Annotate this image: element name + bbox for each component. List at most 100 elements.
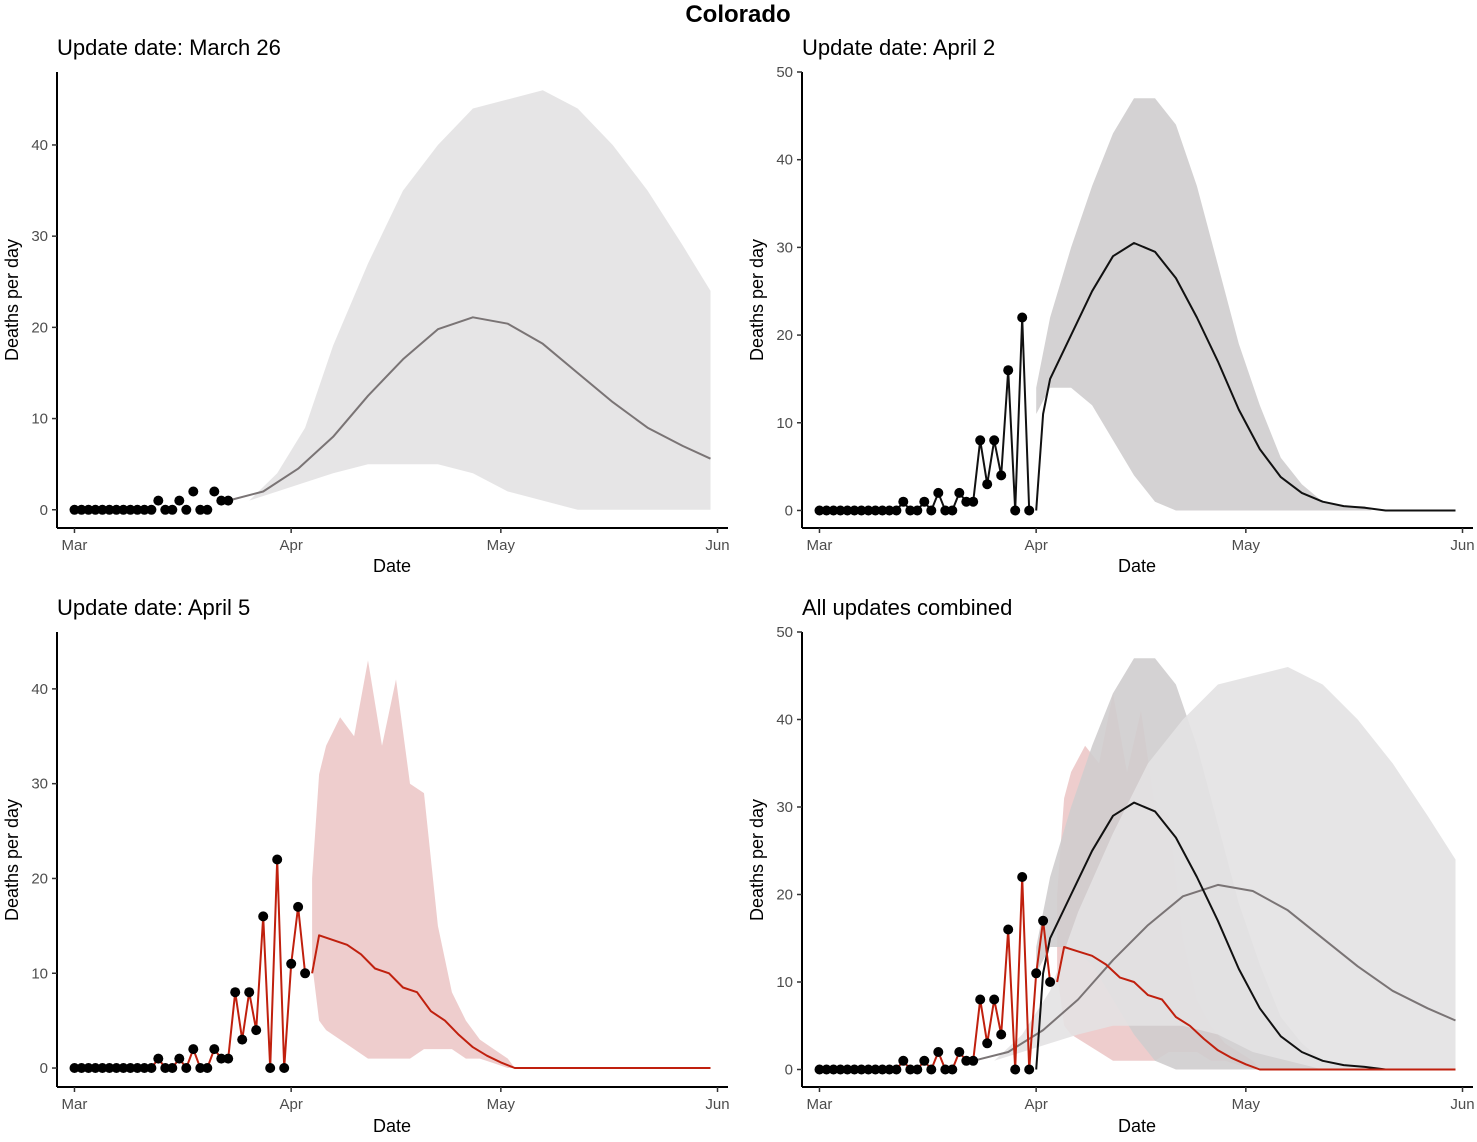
observed-point: [90, 504, 101, 515]
observed-point: [216, 1053, 227, 1064]
x-tick-label: Jun: [1450, 537, 1474, 554]
observed-point: [856, 1064, 867, 1075]
observed-line: [819, 317, 1031, 513]
y-tick-label: 50: [776, 624, 793, 641]
observed-line: [74, 859, 307, 1071]
observed-point: [975, 994, 986, 1005]
y-tick-label: 30: [31, 776, 48, 793]
x-axis-label: Date: [1118, 1116, 1156, 1136]
panel-title: Update date: April 2: [802, 35, 995, 60]
forecast-line-april5: [1056, 946, 1456, 1071]
observed-point: [870, 1064, 881, 1075]
observed-point: [125, 504, 136, 515]
observed-point: [1010, 505, 1021, 516]
observed-point: [1024, 1064, 1035, 1075]
observed-point: [1010, 1064, 1021, 1075]
observed-point: [905, 505, 916, 516]
observed-point: [982, 479, 993, 490]
observed-point: [954, 1047, 965, 1057]
forecast-line-april2: [1035, 242, 1456, 512]
observed-point: [195, 504, 206, 515]
observed-point: [926, 1064, 937, 1075]
observed-point: [251, 1025, 262, 1036]
observed-point: [968, 496, 979, 507]
forecast-band-march26: [228, 90, 711, 510]
panel-title: Update date: March 26: [57, 35, 281, 60]
x-tick-label: May: [1232, 1096, 1261, 1113]
observed-point: [153, 1053, 164, 1064]
observed-point: [279, 1063, 290, 1073]
observed-point: [842, 1064, 853, 1075]
observed-point: [160, 504, 171, 515]
observed-point: [132, 504, 143, 515]
y-tick-label: 50: [776, 64, 793, 81]
observed-point: [69, 504, 80, 515]
y-tick-label: 20: [31, 870, 48, 887]
y-tick-label: 30: [776, 799, 793, 816]
observed-point: [223, 495, 234, 506]
observed-point: [954, 487, 965, 498]
observed-point: [202, 1063, 213, 1073]
observed-point: [940, 505, 951, 516]
y-tick-label: 40: [31, 137, 48, 154]
y-tick-label: 30: [776, 239, 793, 256]
x-tick-label: Apr: [279, 1096, 302, 1113]
observed-point: [863, 1064, 874, 1075]
observed-point: [919, 496, 930, 507]
observed-point: [912, 1064, 923, 1075]
observed-point: [835, 505, 846, 516]
observed-point: [814, 505, 825, 516]
observed-point: [961, 1055, 972, 1066]
observed-point: [891, 505, 902, 516]
observed-point: [884, 1064, 895, 1075]
observed-point: [76, 1063, 87, 1073]
observed-point: [223, 1053, 234, 1064]
observed-point: [118, 504, 129, 515]
panel-april-2: Update date: April 2 0 10 20 30 40 50 Mar Apr Ma…: [747, 35, 1475, 576]
observed-point: [104, 1063, 115, 1073]
observed-point: [919, 1055, 930, 1066]
forecast-line-april2: [1035, 801, 1456, 1071]
y-tick-label: 10: [776, 415, 793, 432]
observed-point: [828, 1064, 839, 1075]
y-axis-label: Deaths per day: [2, 799, 22, 921]
y-tick-label: 20: [31, 319, 48, 336]
x-tick-label: Jun: [705, 537, 729, 554]
observed-point: [870, 505, 881, 516]
observed-point: [174, 495, 185, 506]
observed-point: [1045, 977, 1056, 987]
observed-point: [877, 1064, 888, 1075]
observed-point: [139, 504, 150, 515]
x-tick-label: May: [487, 1096, 516, 1113]
observed-point: [884, 505, 895, 516]
observed-point: [856, 505, 867, 516]
observed-point: [912, 505, 923, 516]
observed-point: [181, 1063, 192, 1073]
observed-point: [821, 1064, 832, 1075]
y-tick-label: 30: [31, 228, 48, 245]
plot-area: 0 10 20 30 40 50 Mar Apr May Jun: [776, 64, 1474, 554]
observed-point: [188, 486, 199, 497]
observed-point: [202, 504, 213, 515]
observed-point: [160, 1063, 171, 1073]
forecast-line-march26: [227, 316, 711, 502]
observed-point: [167, 1063, 178, 1073]
observed-point: [111, 504, 122, 515]
observed-point: [982, 1038, 993, 1049]
x-tick-label: Apr: [1024, 537, 1047, 554]
observed-point: [167, 504, 178, 515]
observed-point: [97, 504, 108, 515]
y-axis-label: Deaths per day: [747, 799, 767, 921]
forecast-band-april5: [312, 660, 515, 1068]
observed-point: [300, 968, 311, 979]
observed-point: [933, 487, 944, 498]
observed-point: [237, 1034, 248, 1045]
observed-point: [947, 1064, 958, 1075]
x-tick-label: Mar: [807, 537, 833, 554]
observed-point: [989, 994, 1000, 1005]
plot-area: 0 10 20 30 40 Mar Apr May Jun: [31, 632, 730, 1113]
observed-point: [1003, 924, 1014, 935]
forecast-line-april5: [311, 934, 711, 1069]
plot-area: 0 10 20 30 40 50 Mar Apr May Jun: [776, 624, 1474, 1113]
